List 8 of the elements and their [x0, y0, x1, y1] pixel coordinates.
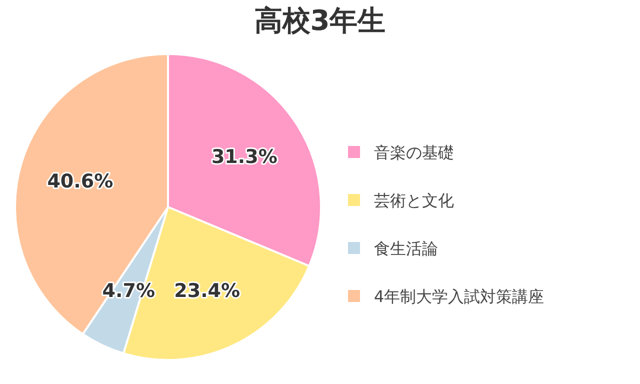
legend-label: 芸術と文化 — [374, 191, 454, 210]
legend-label: 4年制大学入試対策講座 — [374, 287, 544, 306]
data-label: 31.3% — [211, 146, 278, 168]
legend-label: 食生活論 — [374, 239, 438, 258]
chart-title: 高校3年生 — [254, 4, 386, 37]
legend-label: 音楽の基礎 — [374, 143, 454, 162]
data-label: 23.4% — [174, 280, 240, 302]
data-label: 40.6% — [47, 170, 114, 192]
